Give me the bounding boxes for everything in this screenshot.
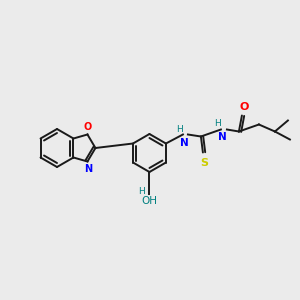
Text: O: O — [83, 122, 92, 133]
Text: OH: OH — [142, 196, 158, 206]
Text: H: H — [176, 124, 183, 134]
Text: N: N — [218, 133, 226, 142]
Text: H: H — [214, 118, 221, 127]
Text: N: N — [84, 164, 92, 173]
Text: N: N — [179, 139, 188, 148]
Text: S: S — [200, 158, 208, 167]
Text: O: O — [239, 101, 249, 112]
Text: H: H — [138, 188, 145, 196]
